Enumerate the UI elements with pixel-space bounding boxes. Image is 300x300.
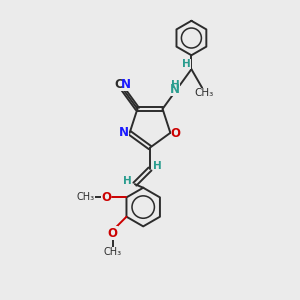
Text: CH₃: CH₃ xyxy=(195,88,214,98)
Text: H: H xyxy=(182,59,191,69)
Text: N: N xyxy=(121,78,131,91)
Text: O: O xyxy=(108,226,118,240)
Text: O: O xyxy=(171,127,181,140)
Text: N: N xyxy=(170,82,180,96)
Text: CH₃: CH₃ xyxy=(104,247,122,257)
Text: H: H xyxy=(153,161,162,171)
Text: N: N xyxy=(119,126,129,139)
Text: H: H xyxy=(123,176,132,186)
Text: CH₃: CH₃ xyxy=(77,192,95,203)
Text: CH₃: CH₃ xyxy=(195,88,214,98)
Text: C: C xyxy=(115,78,123,91)
Text: C: C xyxy=(115,78,123,91)
Text: O: O xyxy=(101,191,111,204)
Text: H: H xyxy=(171,80,179,90)
Text: H: H xyxy=(171,80,179,90)
Text: O: O xyxy=(101,191,111,204)
Text: CH₃: CH₃ xyxy=(104,247,122,257)
Text: O: O xyxy=(108,226,118,240)
Text: N: N xyxy=(170,82,180,96)
Text: N: N xyxy=(119,126,129,139)
Text: H: H xyxy=(153,161,162,171)
Text: N: N xyxy=(121,78,131,91)
Text: H: H xyxy=(182,59,191,69)
Text: O: O xyxy=(171,127,181,140)
Text: H: H xyxy=(123,176,132,186)
Text: CH₃: CH₃ xyxy=(77,192,95,203)
